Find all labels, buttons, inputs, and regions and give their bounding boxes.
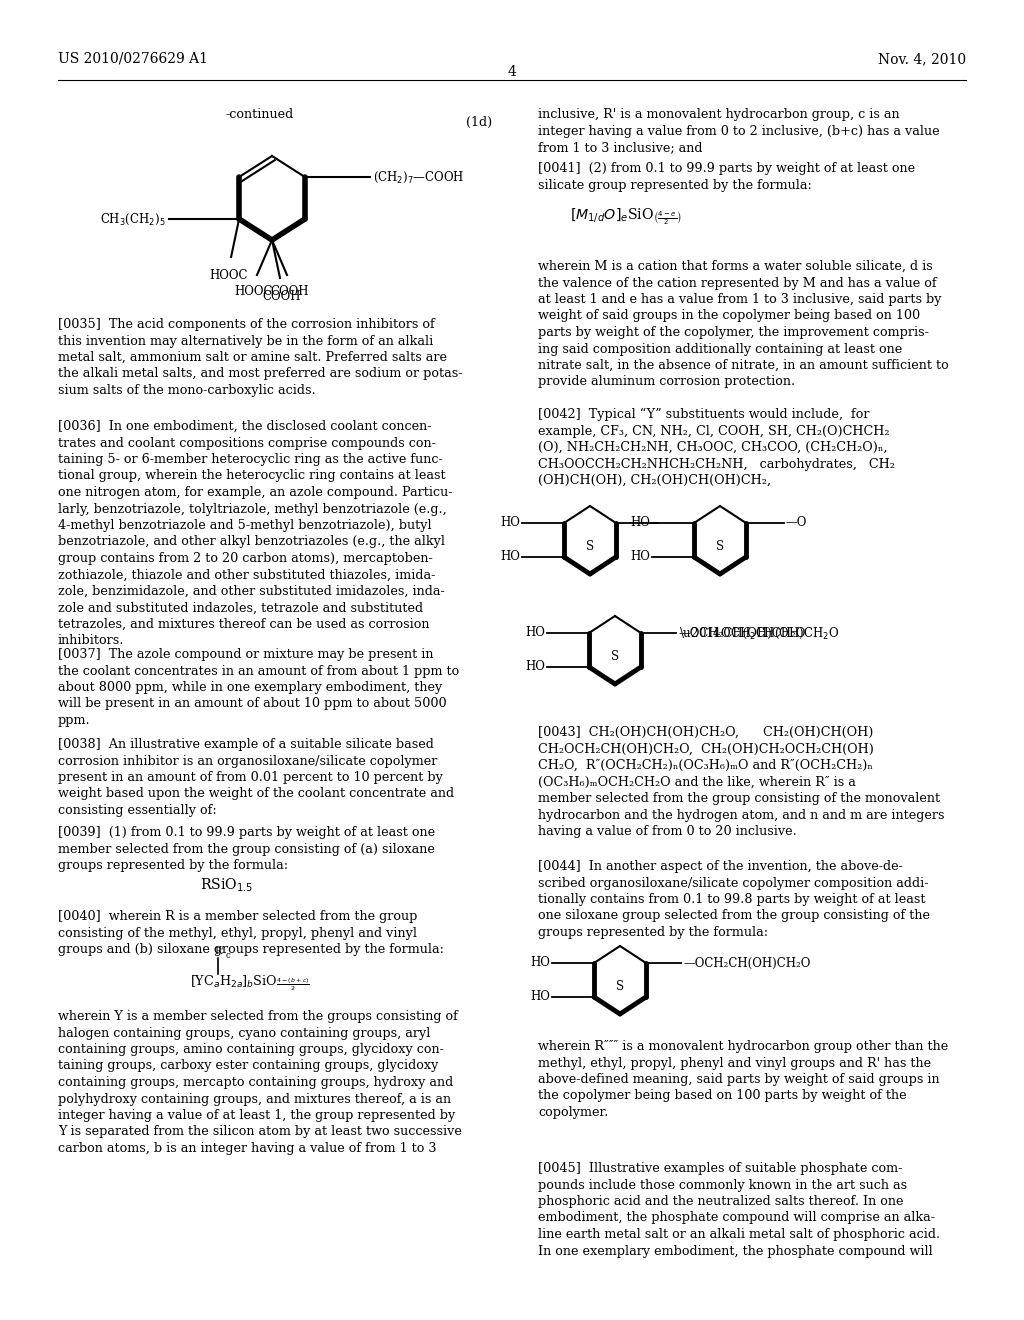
Text: R': R' <box>214 946 224 956</box>
Text: [0044]  In another aspect of the invention, the above-de-
scribed organosiloxane: [0044] In another aspect of the inventio… <box>538 861 930 939</box>
Text: [0037]  The azole compound or mixture may be present in
the coolant concentrates: [0037] The azole compound or mixture may… <box>58 648 459 727</box>
Text: HO: HO <box>530 990 550 1003</box>
Text: RSiO$_{1.5}$: RSiO$_{1.5}$ <box>200 876 253 895</box>
Text: Nov. 4, 2010: Nov. 4, 2010 <box>878 51 966 66</box>
Text: COOH: COOH <box>270 285 309 298</box>
Text: wherein Y is a member selected from the groups consisting of
halogen containing : wherein Y is a member selected from the … <box>58 1010 462 1155</box>
Text: S: S <box>616 979 624 993</box>
Text: [0036]  In one embodiment, the disclosed coolant concen-
trates and coolant comp: [0036] In one embodiment, the disclosed … <box>58 420 453 648</box>
Text: S: S <box>586 540 594 553</box>
Text: S: S <box>611 649 620 663</box>
Text: 4: 4 <box>508 65 516 79</box>
Text: HO: HO <box>530 957 550 969</box>
Text: -continued: -continued <box>226 108 294 121</box>
Text: —OCH₂CH(OH)CH₂O: —OCH₂CH(OH)CH₂O <box>679 627 806 639</box>
Text: HOOC: HOOC <box>210 269 249 282</box>
Text: US 2010/0276629 A1: US 2010/0276629 A1 <box>58 51 208 66</box>
Text: [0042]  Typical “Y” substituents would include,  for
example, CF₃, CN, NH₂, Cl, : [0042] Typical “Y” substituents would in… <box>538 408 895 487</box>
Text: (CH$_2$)$_7$—COOH: (CH$_2$)$_7$—COOH <box>373 169 464 185</box>
Text: HO: HO <box>525 627 545 639</box>
Text: S: S <box>716 540 724 553</box>
Text: COOH: COOH <box>263 290 301 304</box>
Text: —O: —O <box>786 516 807 529</box>
Text: inclusive, R' is a monovalent hydrocarbon group, c is an
integer having a value : inclusive, R' is a monovalent hydrocarbo… <box>538 108 940 154</box>
Text: [0035]  The acid components of the corrosion inhibitors of
this invention may al: [0035] The acid components of the corros… <box>58 318 463 397</box>
Text: —OCH₂CH(OH)CH₂O: —OCH₂CH(OH)CH₂O <box>684 957 811 969</box>
Text: $[M_{1/d}O]_e$SiO$_{\left(\frac{4-e}{2}\right)}$: $[M_{1/d}O]_e$SiO$_{\left(\frac{4-e}{2}\… <box>570 206 682 227</box>
Text: \u2014OCH$_2$CH(OH)CH$_2$O: \u2014OCH$_2$CH(OH)CH$_2$O <box>679 626 840 640</box>
Text: HO: HO <box>500 550 520 564</box>
Text: CH$_3$(CH$_2$)$_5$: CH$_3$(CH$_2$)$_5$ <box>100 211 166 227</box>
Text: (1d): (1d) <box>466 116 492 129</box>
Text: [0045]  Illustrative examples of suitable phosphate com-
pounds include those co: [0045] Illustrative examples of suitable… <box>538 1162 940 1258</box>
Text: HOOC: HOOC <box>234 285 273 298</box>
Text: HO: HO <box>630 550 650 564</box>
Text: [0040]  wherein R is a member selected from the group
consisting of the methyl, : [0040] wherein R is a member selected fr… <box>58 909 444 956</box>
Text: wherein R″″″ is a monovalent hydrocarbon group other than the
methyl, ethyl, pro: wherein R″″″ is a monovalent hydrocarbon… <box>538 1040 948 1119</box>
Text: HO: HO <box>525 660 545 673</box>
Text: [YC$_a$H$_{2a}$]$_b$SiO$_{\frac{4-(b+c)}{2}}$: [YC$_a$H$_{2a}$]$_b$SiO$_{\frac{4-(b+c)}… <box>190 974 310 994</box>
Text: [0038]  An illustrative example of a suitable silicate based
corrosion inhibitor: [0038] An illustrative example of a suit… <box>58 738 454 817</box>
Text: wherein M is a cation that forms a water soluble silicate, d is
the valence of t: wherein M is a cation that forms a water… <box>538 260 949 388</box>
Text: c: c <box>226 950 230 960</box>
Text: [0043]  CH₂(OH)CH(OH)CH₂O,      CH₂(OH)CH(OH)
CH₂OCH₂CH(OH)CH₂O,  CH₂(OH)CH₂OCH₂: [0043] CH₂(OH)CH(OH)CH₂O, CH₂(OH)CH(OH) … <box>538 726 944 838</box>
Text: [0039]  (1) from 0.1 to 99.9 parts by weight of at least one
member selected fro: [0039] (1) from 0.1 to 99.9 parts by wei… <box>58 826 435 873</box>
Text: HO: HO <box>500 516 520 529</box>
Text: HO: HO <box>630 516 650 529</box>
Text: [0041]  (2) from 0.1 to 99.9 parts by weight of at least one
silicate group repr: [0041] (2) from 0.1 to 99.9 parts by wei… <box>538 162 915 191</box>
